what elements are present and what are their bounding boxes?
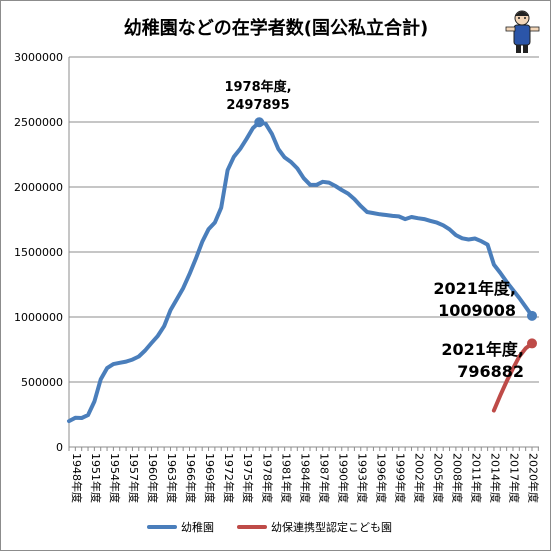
y-tick-label: 500000 [21,376,63,389]
highlight-point [527,310,537,321]
y-tick-label: 3000000 [14,51,63,64]
x-tick-label: 2014年度 [489,453,503,503]
x-tick-label: 1957年度 [127,453,141,503]
chart-title: 幼稚園などの在学者数(国公私立合計) [124,17,428,39]
x-tick-label: 1981年度 [279,453,293,503]
y-tick-label: 0 [56,441,63,454]
mascot-icon [505,10,540,53]
x-tick-label: 1987年度 [317,453,331,503]
x-tick-label: 2002年度 [412,453,426,503]
annotation-value: 1009008 [438,301,516,320]
series-line-1 [491,341,534,413]
x-tick-label: 1996年度 [374,453,388,503]
annotation-label: 1978年度, [224,79,291,95]
series-line-0 [67,120,534,424]
x-tick-label: 1966年度 [184,453,198,503]
y-tick-label: 2000000 [14,181,63,194]
x-tick-label: 1975年度 [241,453,255,503]
x-tick-label: 1984年度 [298,453,312,503]
y-tick-label: 1500000 [14,246,63,259]
axes [68,57,539,451]
highlight-point [254,117,265,128]
x-tick-label: 1954年度 [108,453,122,503]
x-tick-label: 1990年度 [336,453,350,503]
annotation-label: 2021年度, [433,279,516,298]
x-tick-label: 2011年度 [470,453,484,503]
annotation-value: 796882 [457,362,524,381]
x-tick-label: 1948年度 [70,453,84,503]
data-annotations: 1978年度, 2497895 2021年度, 1009008 2021年度, 79688… [224,79,537,381]
y-tick-label: 1000000 [14,311,63,324]
grid-lines [69,56,539,383]
legend-label: 幼稚園 [181,521,214,534]
series-lines [67,120,534,424]
annotation-label: 2021年度, [441,340,524,359]
x-tick-label: 2008年度 [451,453,465,503]
highlight-point [527,338,537,349]
x-tick-label: 1960年度 [146,453,160,503]
x-tick-label: 1993年度 [355,453,369,503]
x-tick-label: 2017年度 [508,453,522,503]
x-tick-label: 1978年度 [260,453,274,503]
legend: 幼稚園 幼保連携型認定こども園 [147,520,392,534]
x-tick-label: 1972年度 [222,453,236,503]
x-tick-label: 1999年度 [393,453,407,503]
x-tick-label: 1963年度 [165,453,179,503]
y-tick-label: 2500000 [14,116,63,129]
legend-label: 幼保連携型認定こども園 [271,520,392,534]
x-tick-labels: 1948年度 1951年度 1954年度 1957年度 1960年度 1963年度 1966… [70,453,541,503]
x-tick-label: 1951年度 [89,453,103,503]
x-tick-label: 2020年度 [527,453,541,503]
annotation-value: 2497895 [226,98,289,113]
y-tick-labels: 0 500000 1000000 1500000 2000000 2500000 30000… [14,51,63,454]
x-tick-label: 2005年度 [432,453,446,503]
x-tick-label: 1969年度 [203,453,217,503]
